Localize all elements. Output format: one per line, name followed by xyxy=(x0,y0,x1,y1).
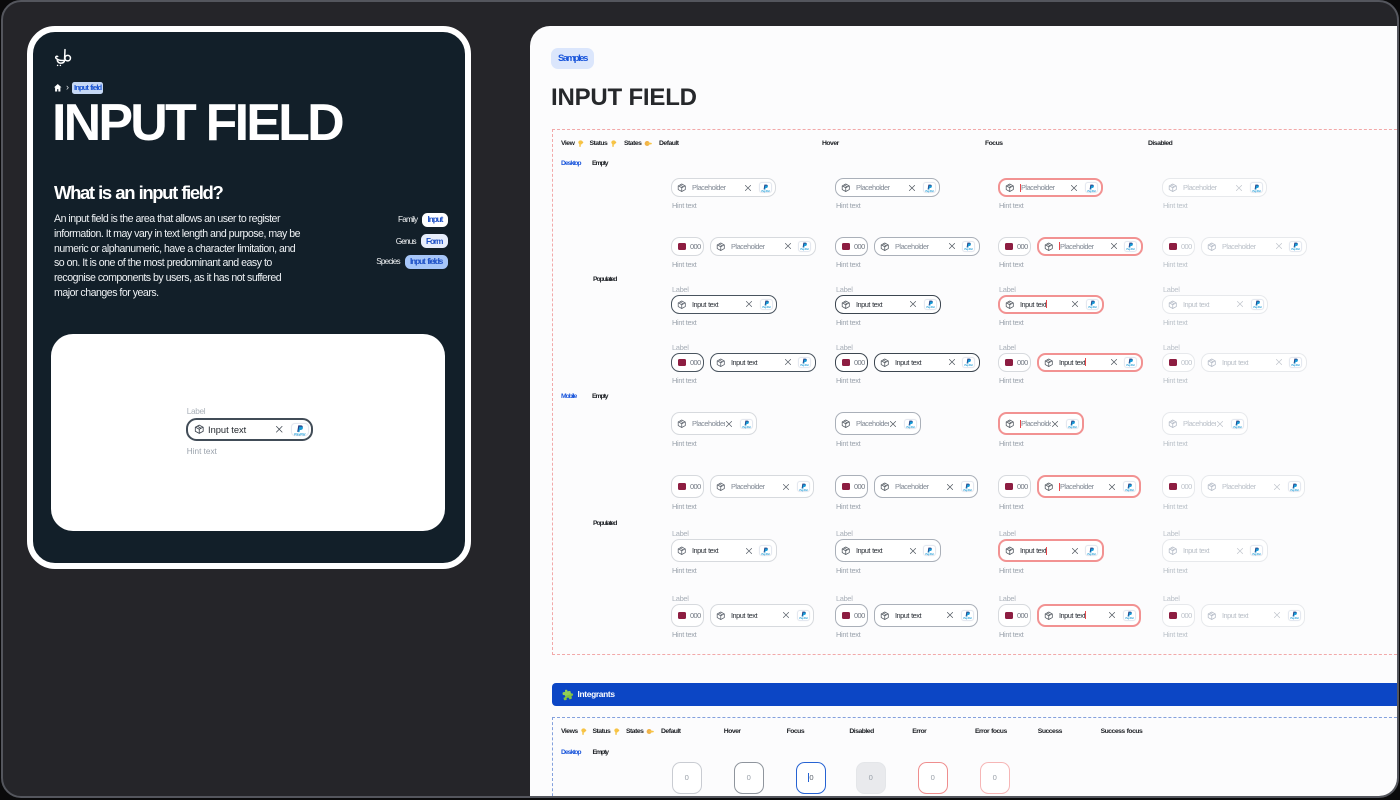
svg-text:PayPal: PayPal xyxy=(1126,364,1135,367)
svg-text:PayPal: PayPal xyxy=(799,617,808,620)
svg-text:PayPal: PayPal xyxy=(800,248,809,251)
svg-text:PayPal: PayPal xyxy=(1126,248,1135,251)
svg-text:PayPal: PayPal xyxy=(761,552,770,555)
svg-text:PayPal: PayPal xyxy=(800,364,809,367)
svg-text:PayPal: PayPal xyxy=(742,426,751,429)
svg-text:PayPal: PayPal xyxy=(926,306,935,309)
svg-text:PayPal: PayPal xyxy=(1068,426,1077,429)
svg-text:PayPal: PayPal xyxy=(1291,248,1300,251)
svg-text:PayPal: PayPal xyxy=(963,488,972,491)
svg-text:PayPal: PayPal xyxy=(925,552,934,555)
svg-text:PayPal: PayPal xyxy=(1087,190,1096,193)
svg-text:PayPal: PayPal xyxy=(1291,364,1300,367)
svg-text:PayPal: PayPal xyxy=(964,248,973,251)
svg-text:PayPal: PayPal xyxy=(964,364,973,367)
svg-text:PayPal: PayPal xyxy=(1252,190,1261,193)
svg-text:PayPal: PayPal xyxy=(294,432,305,436)
svg-text:PayPal: PayPal xyxy=(1252,552,1261,555)
svg-text:PayPal: PayPal xyxy=(1253,306,1262,309)
svg-text:PayPal: PayPal xyxy=(762,306,771,309)
svg-text:PayPal: PayPal xyxy=(799,488,808,491)
svg-text:PayPal: PayPal xyxy=(925,190,934,193)
svg-text:PayPal: PayPal xyxy=(761,190,770,193)
svg-text:PayPal: PayPal xyxy=(1233,426,1242,429)
svg-text:PayPal: PayPal xyxy=(1290,488,1299,491)
svg-text:PayPal: PayPal xyxy=(1125,617,1134,620)
svg-text:PayPal: PayPal xyxy=(1290,617,1299,620)
svg-text:PayPal: PayPal xyxy=(1125,488,1134,491)
svg-text:PayPal: PayPal xyxy=(963,617,972,620)
svg-text:PayPal: PayPal xyxy=(1088,306,1097,309)
svg-text:PayPal: PayPal xyxy=(1087,552,1096,555)
svg-text:PayPal: PayPal xyxy=(906,426,915,429)
